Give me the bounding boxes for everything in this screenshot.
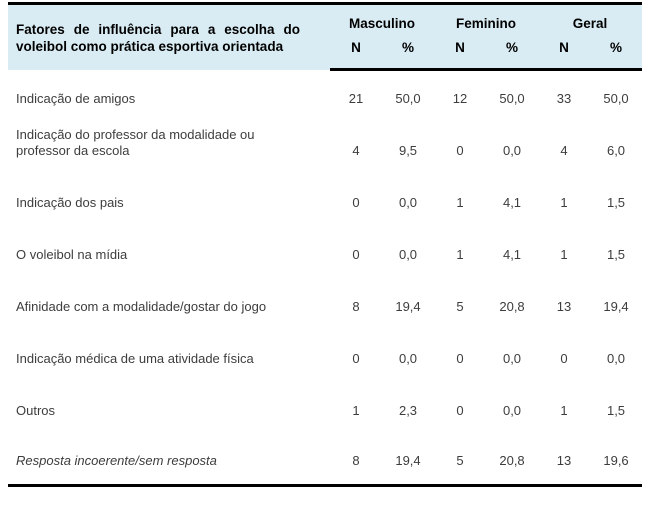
row-label: O voleibol na mídia — [16, 246, 128, 262]
cell-masculino-pct: 19,4 — [395, 453, 421, 468]
cell-feminino-n: 5 — [456, 453, 464, 468]
cell-geral-n: 1 — [560, 402, 568, 418]
table-row: Indicação médica de uma atividade física… — [8, 330, 642, 382]
cell-masculino-pct: 2,3 — [398, 402, 418, 418]
influence-factors-table: Fatores de influência para a escolha do … — [8, 2, 643, 487]
cell-masculino-n: 0 — [352, 350, 360, 366]
cell-feminino-n: 0 — [456, 350, 464, 366]
cell-masculino-pct: 9,5 — [398, 142, 418, 158]
cell-feminino-n: 1 — [456, 246, 464, 262]
cell-feminino-n: 5 — [456, 298, 464, 314]
cell-feminino-n: 12 — [452, 90, 468, 106]
cell-masculino-pct: 0,0 — [398, 246, 418, 262]
cell-masculino-n: 4 — [352, 142, 360, 158]
group-header-masculino: Masculino — [349, 15, 416, 31]
cell-feminino-pct: 20,8 — [499, 453, 525, 468]
row-label: Afinidade com a modalidade/gostar do jog… — [16, 298, 267, 314]
cell-geral-n: 13 — [556, 453, 572, 468]
cell-geral-pct: 6,0 — [606, 142, 626, 158]
cell-feminino-pct: 4,1 — [502, 194, 522, 210]
cell-geral-pct: 0,0 — [606, 350, 626, 366]
cell-masculino-n: 0 — [352, 246, 360, 262]
cell-geral-n: 0 — [560, 350, 568, 366]
factor-column-title: Fatores de influência para a escolha do … — [8, 4, 330, 70]
table-row: Indicação do professor da modalidade ou … — [8, 122, 642, 174]
cell-geral-n: 1 — [560, 246, 568, 262]
cell-geral-n: 4 — [560, 142, 568, 158]
cell-geral-pct: 1,5 — [606, 402, 626, 418]
cell-geral-pct: 1,5 — [606, 246, 626, 262]
cell-masculino-pct: 19,4 — [395, 298, 421, 314]
table-row: Resposta incoerente/sem resposta 8 19,4 … — [8, 434, 642, 486]
cell-feminino-n: 0 — [456, 142, 464, 158]
cell-masculino-pct: 0,0 — [398, 194, 418, 210]
table-row: Afinidade com a modalidade/gostar do jog… — [8, 278, 642, 330]
cell-feminino-pct: 20,8 — [499, 298, 525, 314]
cell-masculino-n: 1 — [352, 402, 360, 418]
table-row: Indicação dos pais 0 0,0 1 4,1 1 1,5 — [8, 174, 642, 226]
cell-masculino-pct: 0,0 — [398, 350, 418, 366]
cell-feminino-pct: 0,0 — [502, 402, 522, 418]
factor-title-line2: voleibol como prática esportiva orientad… — [16, 39, 284, 55]
row-label: Resposta incoerente/sem resposta — [16, 453, 217, 468]
cell-geral-pct: 19,6 — [603, 453, 629, 468]
row-label: Indicação de amigos — [16, 90, 136, 106]
row-label: Indicação dos pais — [16, 194, 124, 210]
subheader-feminino-n: N — [434, 33, 487, 71]
row-label: Indicação do professor da modalidade ou … — [16, 126, 255, 158]
cell-feminino-n: 1 — [456, 194, 464, 210]
cell-feminino-pct: 0,0 — [502, 142, 522, 158]
table-body: Indicação de amigos 21 50,0 12 50,0 33 5… — [8, 70, 642, 486]
cell-feminino-n: 0 — [456, 402, 464, 418]
cell-masculino-pct: 50,0 — [395, 90, 421, 106]
group-header-geral: Geral — [572, 15, 608, 31]
cell-masculino-n: 0 — [352, 194, 360, 210]
factor-title-line1: Fatores de influência para a escolha do — [16, 22, 300, 38]
row-label: Outros — [16, 402, 56, 418]
subheader-masculino-pct: % — [382, 33, 435, 71]
cell-masculino-n: 8 — [352, 298, 360, 314]
cell-feminino-pct: 0,0 — [502, 350, 522, 366]
table-row: Indicação de amigos 21 50,0 12 50,0 33 5… — [8, 70, 642, 122]
table-row: O voleibol na mídia 0 0,0 1 4,1 1 1,5 — [8, 226, 642, 278]
subheader-geral-pct: % — [590, 33, 643, 71]
cell-geral-pct: 1,5 — [606, 194, 626, 210]
table-row: Outros 1 2,3 0 0,0 1 1,5 — [8, 382, 642, 434]
cell-geral-n: 1 — [560, 194, 568, 210]
cell-masculino-n: 8 — [352, 453, 360, 468]
group-header-feminino: Feminino — [456, 15, 517, 31]
cell-feminino-pct: 50,0 — [499, 90, 525, 106]
row-label: Indicação médica de uma atividade física — [16, 350, 254, 366]
cell-masculino-n: 21 — [348, 90, 364, 106]
cell-geral-n: 13 — [556, 298, 572, 314]
table-header: Fatores de influência para a escolha do … — [8, 3, 643, 71]
cell-geral-n: 33 — [556, 90, 572, 106]
cell-geral-pct: 19,4 — [603, 298, 629, 314]
subheader-geral-n: N — [538, 33, 591, 71]
cell-geral-pct: 50,0 — [603, 90, 629, 106]
cell-feminino-pct: 4,1 — [502, 246, 522, 262]
subheader-masculino-n: N — [330, 33, 382, 71]
subheader-feminino-pct: % — [486, 33, 539, 71]
